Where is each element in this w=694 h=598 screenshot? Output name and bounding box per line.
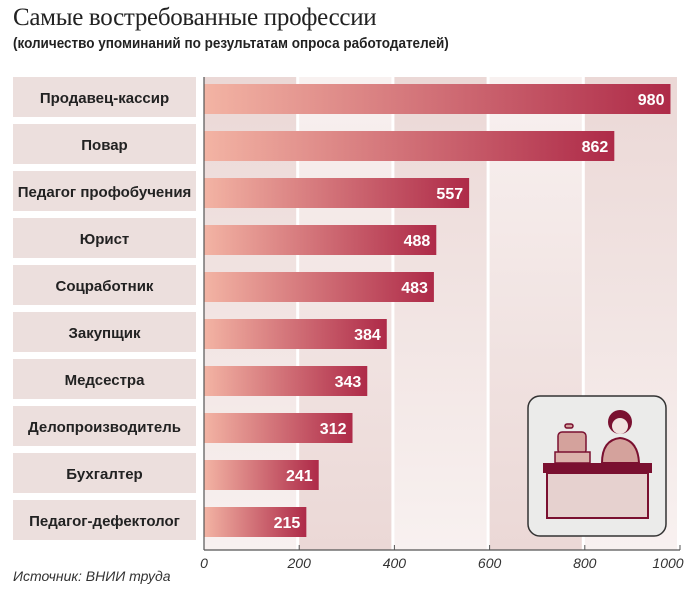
bar: [204, 366, 368, 396]
category-label: Делопроизводитель: [28, 419, 181, 436]
bar: [204, 460, 319, 490]
category-label-box: [13, 171, 196, 211]
category-label-box: [13, 500, 196, 540]
bar: [204, 131, 615, 161]
bar-value-label: 384: [354, 327, 381, 344]
chart-title: Самые востребованные профессии: [13, 4, 377, 31]
x-tick-label: 800: [573, 555, 597, 571]
category-label-box: [13, 124, 196, 164]
category-label: Бухгалтер: [66, 466, 142, 483]
bar-value-label: 557: [436, 186, 463, 203]
chart-subtitle: (количество упоминаний по результатам оп…: [13, 35, 449, 52]
bar-value-label: 343: [335, 374, 362, 391]
category-label: Педагог профобучения: [18, 184, 192, 201]
bar-value-label: 483: [401, 280, 428, 297]
bar: [204, 319, 387, 349]
category-label: Закупщик: [68, 325, 141, 342]
category-label: Продавец-кассир: [40, 90, 169, 107]
bar-value-label: 241: [286, 468, 313, 485]
bar-value-label: 312: [320, 421, 347, 438]
bar: [204, 225, 437, 255]
category-label-box: [13, 406, 196, 446]
bar-value-label: 215: [274, 515, 301, 532]
category-label: Соцработник: [56, 278, 154, 295]
category-label-box: [13, 265, 196, 305]
source-note: Источник: ВНИИ труда: [13, 568, 171, 584]
x-tick-label: 0: [200, 555, 208, 571]
category-label-box: [13, 359, 196, 399]
x-tick-label: 400: [383, 555, 407, 571]
category-label: Юрист: [80, 231, 130, 248]
bar: [204, 413, 353, 443]
bar: [204, 507, 307, 537]
bar-value-label: 862: [582, 139, 609, 156]
category-label-box: [13, 312, 196, 352]
category-label-box: [13, 77, 196, 117]
bar: [204, 178, 470, 208]
category-label-box: [13, 218, 196, 258]
bar-value-label: 488: [404, 233, 431, 250]
cashier-at-counter-icon: [527, 395, 667, 537]
category-label: Повар: [81, 137, 127, 154]
bar-value-label: 980: [638, 92, 665, 109]
category-label: Медсестра: [65, 372, 145, 389]
x-tick-label: 600: [478, 555, 502, 571]
bar: [204, 84, 671, 114]
category-label-box: [13, 453, 196, 493]
x-tick-label: 1000: [652, 555, 683, 571]
category-label: Педагог-дефектолог: [29, 513, 180, 530]
x-tick-label: 200: [287, 555, 312, 571]
bar: [204, 272, 434, 302]
